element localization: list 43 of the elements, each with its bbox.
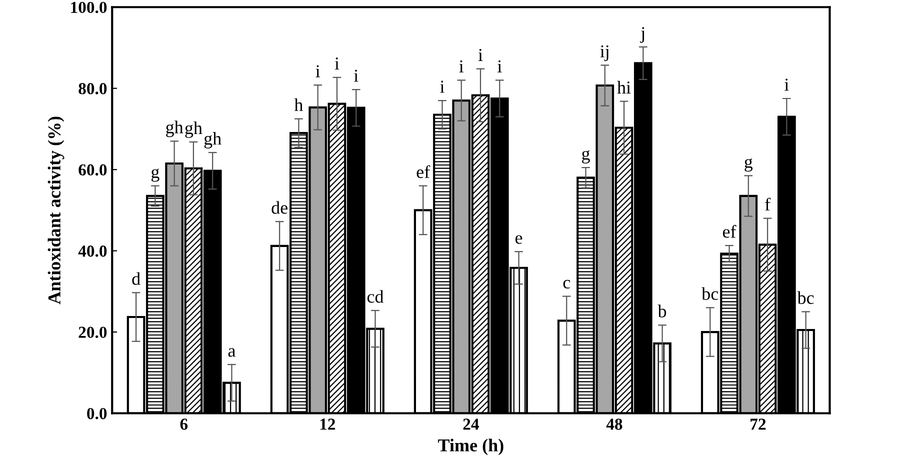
x-tick-label: 48 bbox=[606, 418, 622, 430]
x-axis-title: Time (h) bbox=[438, 438, 504, 456]
data-label: ef bbox=[722, 224, 736, 238]
data-label: ef bbox=[416, 165, 430, 178]
y-tick-label: 100.0 bbox=[71, 2, 107, 14]
x-tick-label: 12 bbox=[320, 418, 336, 430]
y-tick-label: 60.0 bbox=[78, 164, 107, 176]
y-axis-title: Antioxidant activity (%) bbox=[48, 116, 64, 304]
data-label: d bbox=[132, 272, 140, 285]
data-label: ij bbox=[600, 45, 608, 62]
data-label: cd bbox=[367, 290, 384, 303]
data-label: c bbox=[563, 280, 570, 289]
y-tick-label: 40.0 bbox=[78, 246, 107, 257]
x-tick-label: 6 bbox=[180, 418, 188, 430]
data-label: bc bbox=[702, 287, 718, 300]
y-tick-label: 80.0 bbox=[78, 83, 107, 94]
data-label: gh bbox=[204, 132, 222, 148]
data-label: g bbox=[582, 150, 590, 164]
x-tick-label: 24 bbox=[463, 418, 479, 430]
y-tick-label: 0.0 bbox=[87, 408, 107, 420]
data-label: j bbox=[640, 27, 644, 43]
data-label: g bbox=[744, 158, 753, 172]
data-label: f bbox=[765, 198, 771, 210]
data-label: h bbox=[294, 98, 303, 111]
x-tick-label: 72 bbox=[750, 418, 766, 430]
data-label: i bbox=[498, 60, 502, 72]
data-label: hi bbox=[617, 80, 631, 94]
data-label: i bbox=[354, 70, 358, 82]
data-label: i bbox=[478, 48, 483, 61]
data-label: i bbox=[459, 60, 464, 72]
data-label: bc bbox=[797, 291, 814, 304]
data-label: gh bbox=[185, 121, 202, 138]
data-label: de bbox=[272, 201, 288, 214]
data-label: a bbox=[228, 348, 236, 357]
data-label: i bbox=[440, 80, 444, 93]
y-tick-label: 20.0 bbox=[78, 326, 107, 338]
data-label: g bbox=[151, 168, 160, 182]
data-label: e bbox=[515, 235, 522, 244]
data-label: i bbox=[784, 78, 789, 91]
data-label: i bbox=[334, 58, 340, 70]
data-label: b bbox=[658, 304, 666, 318]
data-label: i bbox=[316, 65, 320, 78]
data-label: gh bbox=[166, 120, 184, 138]
